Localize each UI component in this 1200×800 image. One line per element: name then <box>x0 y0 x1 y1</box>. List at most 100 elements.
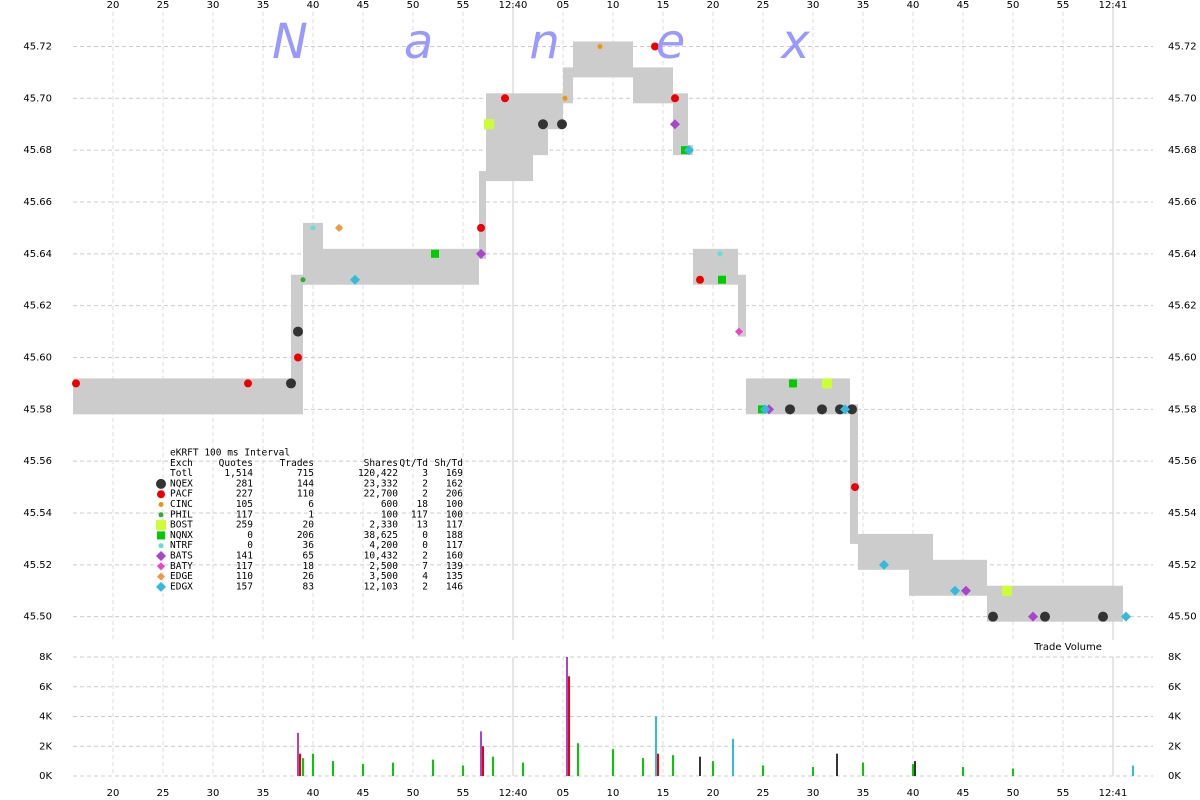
y-tick-label: 45.54 <box>1168 508 1197 519</box>
table-cell: 4 <box>422 571 428 582</box>
trade-marker <box>696 275 704 284</box>
x-tick-label: 40 <box>307 0 320 11</box>
watermark: Nanex <box>272 14 906 70</box>
trade-marker <box>310 225 316 231</box>
x-tick-label: 25 <box>757 0 770 11</box>
trade-marker <box>671 94 679 103</box>
table-cell: 100 <box>446 509 463 520</box>
table-cell: 1,514 <box>224 468 253 479</box>
table-cell: 139 <box>446 561 463 572</box>
y-tick-label: 45.62 <box>1168 301 1197 312</box>
legend-marker <box>158 502 164 507</box>
legend-marker <box>158 543 164 549</box>
table-cell: 715 <box>297 468 314 479</box>
y-tick-label: 45.54 <box>23 508 52 519</box>
y-tick-label: 45.56 <box>1168 456 1197 467</box>
table-cell: 117 <box>446 520 463 531</box>
x-tick-label: 20 <box>107 0 120 11</box>
volume-bar <box>1012 768 1014 776</box>
trade-marker <box>484 119 494 130</box>
trade-marker <box>293 326 303 337</box>
x-tick-label: 12:40 <box>499 0 528 11</box>
x-tick-label: 50 <box>407 0 420 11</box>
x-tick-label: 40 <box>907 788 920 799</box>
legend-marker <box>156 551 166 561</box>
table-cell: 281 <box>236 478 253 489</box>
x-tick-label: 45 <box>357 0 370 11</box>
table-header: Sh/Td <box>434 458 463 469</box>
y-tick-label: 45.50 <box>1168 612 1197 623</box>
trade-marker <box>840 404 850 415</box>
x-tick-label: 20 <box>707 0 720 11</box>
y-tick-label: 45.72 <box>1168 41 1197 52</box>
legend-label: BATS <box>170 551 193 562</box>
x-tick-label: 35 <box>257 788 270 799</box>
trade-marker <box>294 353 302 362</box>
trade-marker <box>1002 585 1012 596</box>
trade-marker <box>851 483 859 492</box>
trade-marker <box>538 119 548 130</box>
table-cell: Totl <box>170 468 193 479</box>
quote-band <box>479 171 486 259</box>
y-tick-label: 45.58 <box>23 404 52 415</box>
trade-marker <box>717 251 723 257</box>
legend-marker <box>158 512 164 518</box>
y-tick-label: 4K <box>1168 712 1181 723</box>
table-cell: 600 <box>381 499 398 510</box>
table-cell: 18 <box>417 499 429 510</box>
trade-marker <box>597 43 603 49</box>
x-tick-label: 30 <box>207 788 220 799</box>
y-tick-label: 4K <box>39 712 52 723</box>
volume-bar <box>312 753 314 776</box>
x-tick-label: 15 <box>657 788 670 799</box>
table-header: Qt/Td <box>399 458 428 469</box>
volume-bar <box>302 758 304 776</box>
table-cell: 2 <box>422 581 428 592</box>
table-header: Quotes <box>219 458 253 469</box>
table-cell: 144 <box>297 478 314 489</box>
volume-bar <box>492 756 494 776</box>
table-cell: 6 <box>308 499 314 510</box>
trade-marker <box>557 119 567 130</box>
legend-label: PACF <box>170 489 193 500</box>
quote-band <box>73 378 291 415</box>
y-tick-label: 8K <box>1168 652 1181 663</box>
legend-marker <box>156 581 166 592</box>
y-tick-label: 45.66 <box>23 197 52 208</box>
y-tick-label: 6K <box>39 682 52 693</box>
trade-marker <box>950 585 960 596</box>
y-tick-label: 45.70 <box>1168 93 1197 104</box>
quote-band <box>738 274 746 337</box>
y-tick-label: 45.58 <box>1168 404 1197 415</box>
trade-marker <box>651 42 659 51</box>
table-cell: 0 <box>247 530 253 541</box>
y-tick-label: 2K <box>39 741 52 752</box>
table-cell: 141 <box>236 551 253 562</box>
volume-bar <box>655 716 657 776</box>
legend-label: EDGE <box>170 571 193 582</box>
trade-marker <box>477 223 485 232</box>
x-tick-label: 10 <box>607 0 620 11</box>
legend-label: PHIL <box>170 509 193 520</box>
y-tick-label: 45.50 <box>23 612 52 623</box>
trade-marker <box>562 95 568 101</box>
quote-band <box>673 93 688 156</box>
table-cell: 100 <box>446 499 463 510</box>
table-cell: 2,500 <box>369 561 398 572</box>
table-cell: 206 <box>446 489 463 500</box>
x-tick-label: 40 <box>907 0 920 11</box>
trade-marker <box>817 404 827 415</box>
table-cell: 18 <box>303 561 315 572</box>
trade-marker <box>300 277 306 283</box>
table-cell: 4,200 <box>369 540 398 551</box>
table-cell: 117 <box>446 540 463 551</box>
x-tick-label: 20 <box>707 788 720 799</box>
trade-marker <box>72 379 80 388</box>
y-tick-label: 45.60 <box>1168 352 1197 363</box>
trade-marker <box>350 274 360 285</box>
volume-bar <box>332 761 334 776</box>
trade-marker <box>1121 611 1131 622</box>
trade-marker <box>244 379 252 388</box>
volume-bar <box>566 657 568 776</box>
volume-bar <box>912 764 914 776</box>
